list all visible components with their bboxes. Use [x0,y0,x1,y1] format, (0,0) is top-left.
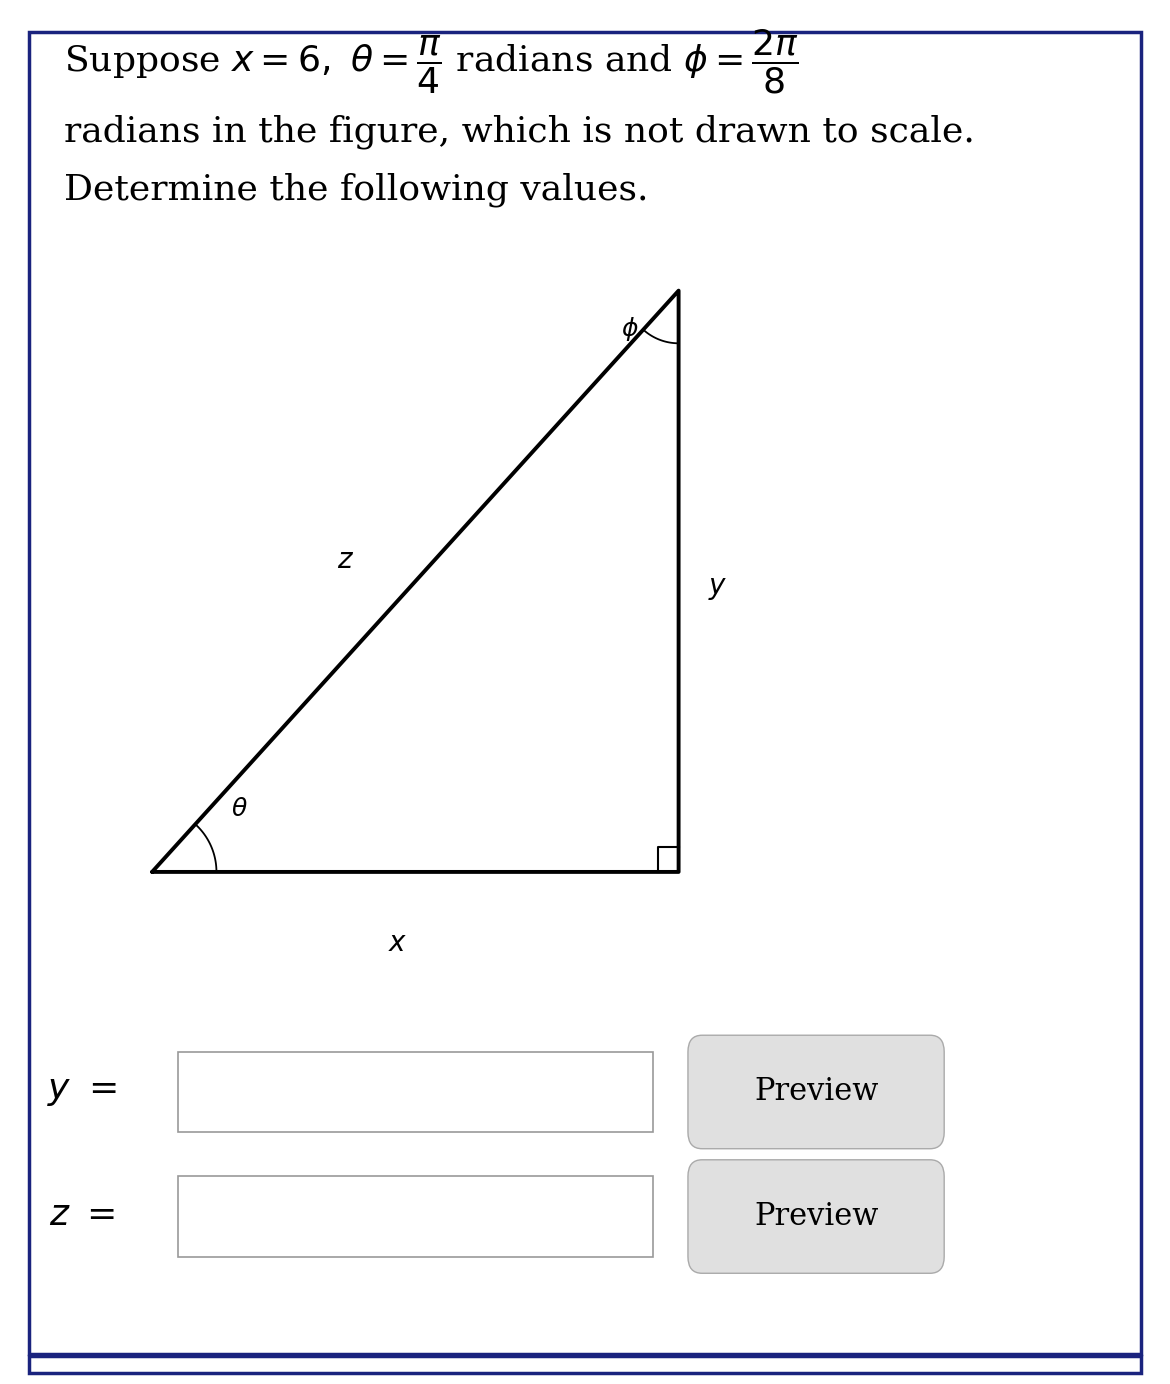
FancyBboxPatch shape [688,1035,944,1149]
Text: $y\ =$: $y\ =$ [47,1074,117,1107]
Text: $\theta$: $\theta$ [232,799,248,821]
Text: radians in the figure, which is not drawn to scale.: radians in the figure, which is not draw… [64,115,976,148]
FancyBboxPatch shape [178,1052,653,1132]
Text: Preview: Preview [753,1077,879,1107]
Text: $\phi$: $\phi$ [620,316,639,343]
Text: $y$: $y$ [708,574,728,602]
Bar [29,1356,1141,1373]
Text: Preview: Preview [753,1201,879,1232]
FancyBboxPatch shape [688,1160,944,1273]
Text: $z$: $z$ [337,547,353,574]
Text: Determine the following values.: Determine the following values. [64,173,649,206]
FancyBboxPatch shape [178,1176,653,1257]
Text: $x$: $x$ [388,930,407,958]
Text: Suppose $x = 6,\ \theta = \dfrac{\pi}{4}$ radians and $\phi = \dfrac{2\pi}{8}$: Suppose $x = 6,\ \theta = \dfrac{\pi}{4}… [64,28,799,97]
Text: $z\ =$: $z\ =$ [49,1199,115,1232]
